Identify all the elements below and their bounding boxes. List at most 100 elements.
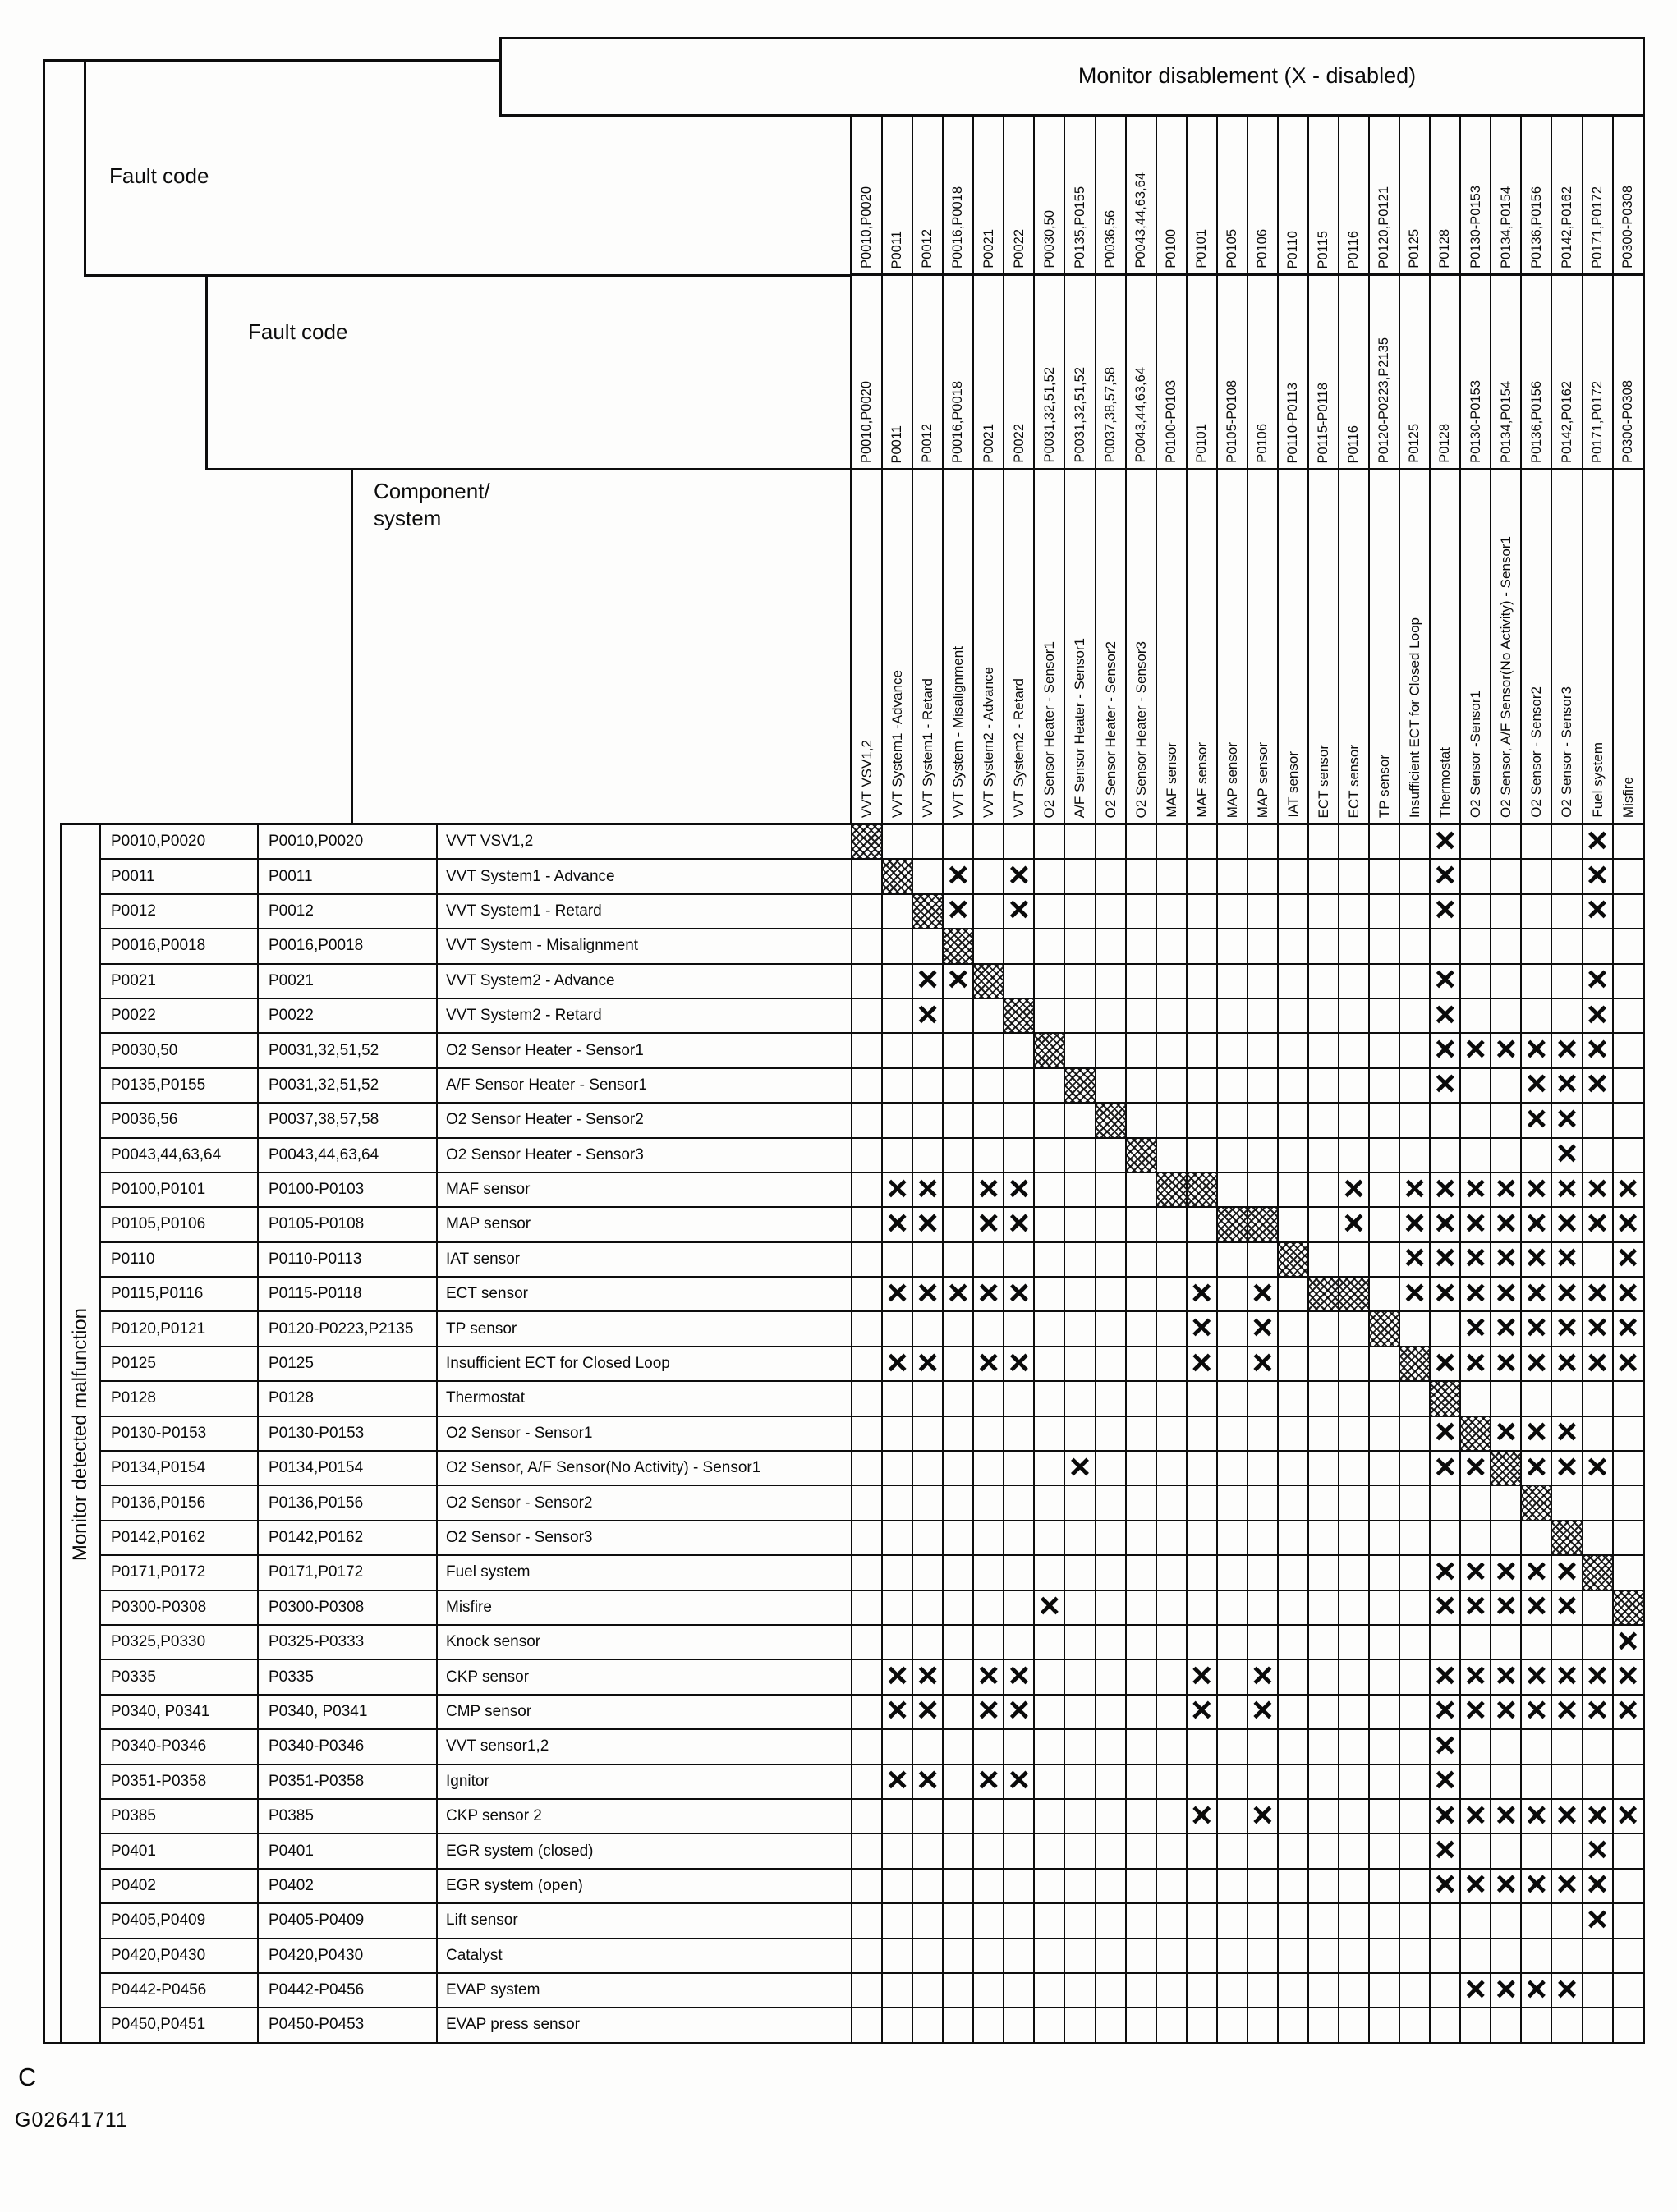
matrix-cell: [1035, 894, 1066, 929]
matrix-cell: [1522, 998, 1553, 1033]
matrix-cell: [944, 1660, 975, 1694]
matrix-cell: [1522, 1382, 1553, 1416]
matrix-cell: ×: [1552, 1136, 1583, 1172]
fault-code-2-cell: P0171,P0172: [259, 1556, 438, 1590]
x-mark: ×: [1434, 1203, 1456, 1243]
matrix-cell: [944, 1347, 975, 1381]
x-mark: ×: [1464, 1272, 1486, 1313]
matrix-cell: [1218, 1590, 1248, 1624]
fault-code-1-cell: P0105,P0106: [101, 1208, 259, 1241]
fault-code-2-cell: P0125: [259, 1347, 438, 1381]
column-header-cell: Thermostat: [1431, 470, 1462, 823]
matrix-cell: [1096, 1312, 1127, 1346]
x-mark: ×: [1617, 1203, 1638, 1243]
matrix-cell: ×: [974, 1344, 1005, 1381]
fault-code-1-cell: P0300-P0308: [101, 1590, 259, 1624]
column-header-text: P0016,P0018: [950, 380, 966, 463]
fault-code-1-cell: P0021: [101, 964, 259, 998]
column-header-text: P0130-P0153: [1468, 380, 1483, 463]
matrix-cell: ×: [883, 1344, 914, 1381]
x-mark: ×: [1434, 1655, 1456, 1696]
x-mark: ×: [1556, 1272, 1578, 1313]
column-header-text: P0043,44,63,64: [1133, 172, 1148, 268]
matrix-cell: [883, 825, 914, 859]
matrix-cell: [852, 1939, 884, 1972]
matrix-cell: [1370, 1521, 1401, 1555]
matrix-cell: [883, 1730, 914, 1764]
matrix-cell: [1279, 1452, 1309, 1485]
matrix-cell: [1339, 1486, 1371, 1520]
matrix-cell: [1188, 1939, 1218, 1972]
matrix-cell: [1491, 860, 1523, 893]
matrix-cell: ×: [913, 1692, 944, 1729]
matrix-cell: [1004, 1869, 1036, 1903]
matrix-cell: [1188, 1730, 1218, 1764]
matrix-cell: [1157, 1695, 1188, 1729]
matrix-cell: ×: [883, 1272, 914, 1313]
matrix-cell: [1339, 860, 1371, 893]
matrix-cell: [1248, 929, 1279, 963]
column-header-cell: P0010,P0020: [852, 276, 884, 468]
matrix-cell: [852, 1625, 884, 1659]
table-row: P0300-P0308 P0300-P0308 Misfire × × × × × ×: [101, 1588, 1644, 1626]
shaded-cell: [1004, 998, 1034, 1033]
matrix-cell: [913, 1625, 944, 1659]
matrix-cell: [1552, 2008, 1583, 2042]
table-row: P0385 P0385 CKP sensor 2 × × × × × × × × ×: [101, 1797, 1644, 1835]
matrix-cell: ×: [1248, 1310, 1279, 1346]
x-mark: ×: [1008, 1760, 1030, 1801]
matrix-cell: ×: [1461, 1031, 1492, 1067]
fault-code-2-cell: P0031,32,51,52: [259, 1034, 438, 1067]
matrix-cell: [1370, 1625, 1401, 1659]
matrix-cell: [1157, 860, 1188, 893]
matrix-cell: [1522, 1939, 1553, 1972]
x-mark: ×: [1008, 1342, 1030, 1383]
matrix-cell: [1065, 825, 1096, 859]
matrix-cell: [1339, 1068, 1371, 1103]
matrix-cell: [1127, 1590, 1157, 1624]
fault-code-1-cell: P0385: [101, 1799, 259, 1833]
matrix-cell: [1279, 1869, 1309, 1903]
matrix-cell: [1279, 1590, 1309, 1624]
column-header-cell: VVT System2 - Advance: [974, 470, 1005, 823]
x-mark: ×: [886, 1272, 908, 1313]
matrix-cell: [1279, 1625, 1309, 1659]
matrix-cell: [1035, 1869, 1066, 1903]
shaded-cell: [1491, 1452, 1521, 1485]
matrix-cell: [1370, 1208, 1401, 1241]
matrix-cell: [1309, 825, 1339, 859]
matrix-cell: [1065, 1556, 1096, 1590]
column-header-cell: MAF sensor: [1188, 470, 1218, 823]
column-header-cell: P0101: [1188, 117, 1218, 273]
table-row: P0134,P0154 P0134,P0154 O2 Sensor, A/F Sen…: [101, 1448, 1644, 1487]
matrix-cell: [1248, 894, 1279, 929]
column-header-cell: P0115-P0118: [1309, 276, 1339, 468]
matrix-cell: [1400, 1973, 1431, 2008]
band2-bottom-border: [205, 468, 852, 470]
matrix-cell: [1339, 1278, 1371, 1311]
matrix-cell: [1614, 1034, 1644, 1067]
x-mark: ×: [1617, 1168, 1638, 1209]
matrix-cell: ×: [1431, 1655, 1462, 1696]
column-header-text: TP sensor: [1376, 754, 1393, 818]
matrix-cell: ×: [1431, 1832, 1462, 1868]
matrix-cell: [1035, 825, 1066, 859]
column-header-cell: O2 Sensor Heater - Sensor1: [1035, 470, 1066, 823]
matrix-cell: [1218, 1904, 1248, 1938]
matrix-cell: [1491, 1104, 1523, 1137]
matrix-cell: [883, 964, 914, 998]
matrix-cell: ×: [913, 1205, 944, 1241]
matrix-cell: [1127, 1068, 1157, 1103]
matrix-cell: [974, 1452, 1005, 1485]
matrix-cell: [1309, 860, 1339, 893]
matrix-cell: ×: [1614, 1692, 1644, 1729]
matrix-cell: [974, 860, 1005, 893]
matrix-cell: [1614, 964, 1644, 998]
column-header-cell: P0116: [1339, 117, 1371, 273]
matrix-cell: [1370, 1242, 1401, 1277]
x-mark: ×: [1464, 1168, 1486, 1209]
matrix-cell: [1157, 1416, 1188, 1451]
matrix-cell: [1491, 1625, 1523, 1659]
matrix-cell: [1248, 1834, 1279, 1868]
x-mark: ×: [1008, 855, 1030, 896]
